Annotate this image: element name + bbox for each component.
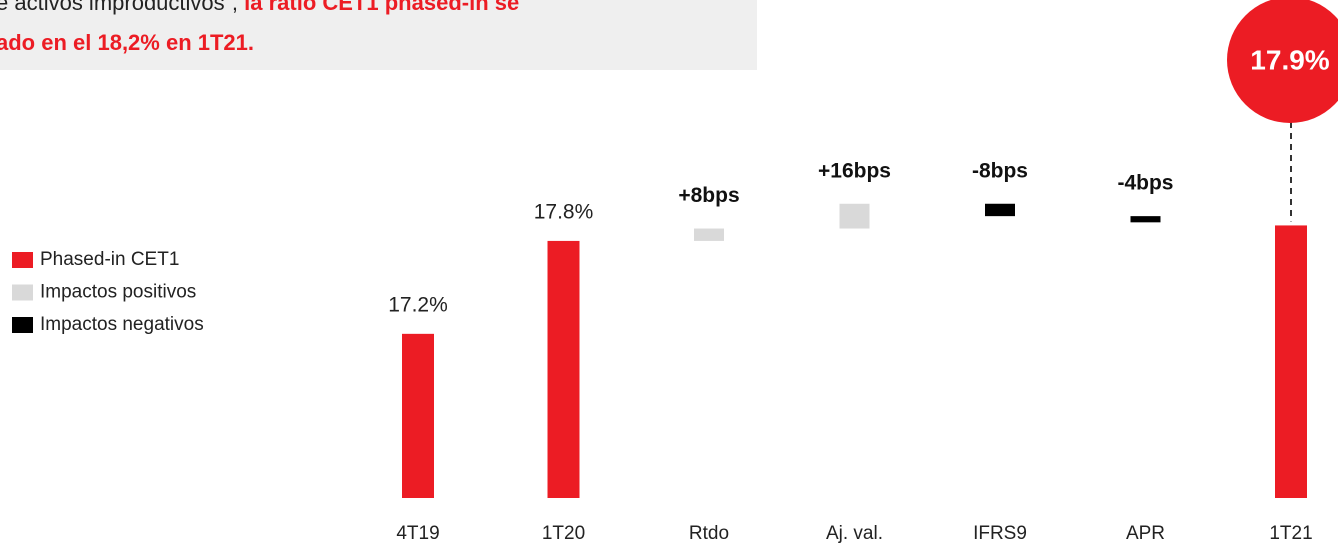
- delta-bar: [985, 203, 1015, 217]
- header-line-1: e activos improductivos2, la ratio CET1 …: [0, 0, 519, 15]
- header-box: [0, 0, 757, 70]
- total-label: 17.9%: [1250, 44, 1329, 75]
- total-bar: [402, 333, 434, 498]
- header-text: e activos improductivos: [0, 0, 225, 15]
- total-label: 17.8%: [534, 200, 594, 223]
- total-label: 17.2%: [388, 293, 448, 316]
- total-bar: [1275, 225, 1307, 498]
- legend-label: Phased-in CET1: [40, 249, 179, 270]
- header-line-2: ado en el 18,2% en 1T21.: [0, 30, 254, 55]
- x-tick-label: 1T21: [1269, 523, 1312, 544]
- x-tick-label: Rtdo: [689, 523, 729, 544]
- delta-bar: [1130, 216, 1161, 223]
- legend-swatch: [12, 252, 33, 268]
- header-sup: 2: [225, 0, 232, 2]
- legend-label: Impactos positivos: [40, 282, 196, 303]
- x-tick-label: IFRS9: [973, 523, 1027, 544]
- header-text: ,: [232, 0, 238, 15]
- delta-label: -4bps: [1117, 172, 1173, 195]
- highlight-circle: [1227, 0, 1338, 123]
- delta-label: -8bps: [972, 159, 1028, 182]
- total-bar: [547, 240, 580, 498]
- x-tick-label: 4T19: [396, 523, 439, 544]
- header-highlight: la ratio CET1 phased-in se: [244, 0, 519, 15]
- delta-label: +8bps: [678, 184, 739, 207]
- x-tick-label: Aj. val.: [826, 523, 883, 544]
- delta-bar: [694, 228, 724, 241]
- delta-bar: [839, 203, 870, 229]
- legend-swatch: [12, 284, 33, 301]
- delta-label: +16bps: [818, 159, 891, 182]
- legend-label: Impactos negativos: [40, 314, 204, 335]
- x-tick-label: APR: [1126, 523, 1165, 544]
- x-tick-label: 1T20: [542, 523, 585, 544]
- legend-swatch: [12, 317, 33, 333]
